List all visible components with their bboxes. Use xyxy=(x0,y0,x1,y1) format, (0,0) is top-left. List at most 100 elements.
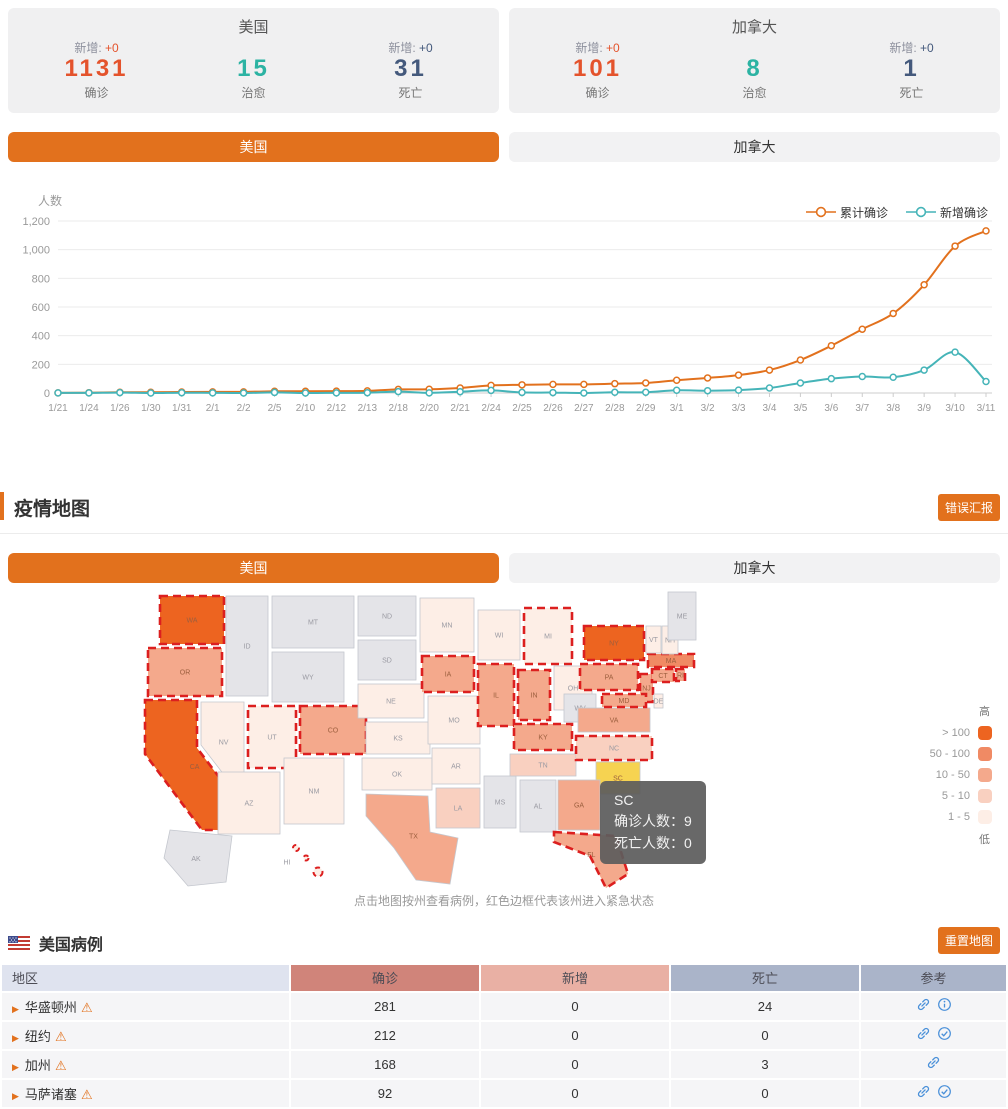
state-HI[interactable] xyxy=(292,843,300,852)
case-row-马萨诸塞[interactable]: ▶ 马萨诸塞 ⚠ 92 0 0 xyxy=(2,1079,1006,1107)
svg-text:3/5: 3/5 xyxy=(793,403,807,414)
legend-item-新增确诊[interactable]: 新增确诊 xyxy=(905,204,988,221)
cell-region[interactable]: ▶ 马萨诸塞 ⚠ xyxy=(2,1079,289,1107)
link-icon[interactable] xyxy=(916,1084,931,1099)
cell-region[interactable]: ▶ 纽约 ⚠ xyxy=(2,1021,289,1049)
legend-swatch xyxy=(978,767,992,782)
state-HI[interactable] xyxy=(312,866,324,878)
state-NC[interactable] xyxy=(574,734,654,762)
chart-tab-inactive[interactable]: 加拿大 xyxy=(509,131,1000,162)
svg-text:1/31: 1/31 xyxy=(172,403,192,414)
state-WA[interactable] xyxy=(158,594,226,646)
us-cases-table: 地区 确诊 新增 死亡 参考 ▶ 华盛顿州 ⚠ 281 0 24 ▶ 纽约 ⚠ 212 … xyxy=(0,963,1008,1109)
state-VA[interactable] xyxy=(577,707,651,733)
state-label-IL: IL xyxy=(493,692,499,699)
expand-arrow-icon[interactable]: ▶ xyxy=(12,1003,19,1014)
map-tab-inactive[interactable]: 加拿大 xyxy=(509,552,1000,583)
state-NY[interactable] xyxy=(582,624,646,662)
reset-map-button[interactable]: 重置地图 xyxy=(937,926,1000,954)
state-AR[interactable] xyxy=(431,747,481,785)
svg-text:2/27: 2/27 xyxy=(574,403,594,414)
state-CO[interactable] xyxy=(298,704,368,756)
chart-legend: 累计确诊 新增确诊 xyxy=(805,204,988,221)
state-MN[interactable] xyxy=(419,597,475,653)
state-NE[interactable] xyxy=(357,683,425,719)
map-section-title: 疫情地图 xyxy=(14,498,91,520)
cell-region[interactable]: ▶ 加州 ⚠ xyxy=(2,1050,289,1078)
case-row-华盛顿州[interactable]: ▶ 华盛顿州 ⚠ 281 0 24 xyxy=(2,992,1006,1020)
case-row-加州[interactable]: ▶ 加州 ⚠ 168 0 3 xyxy=(2,1050,1006,1078)
state-CA[interactable] xyxy=(143,698,240,832)
us-states-map[interactable]: WA OR CA NV ID MT WY UT CO AZ NM ND SD NE KS OK TX MN IA MO… xyxy=(60,590,700,890)
state-CT[interactable] xyxy=(650,667,676,684)
state-label-MN: MN xyxy=(442,622,453,629)
state-ME[interactable] xyxy=(667,591,697,641)
link-icon[interactable] xyxy=(916,997,931,1012)
expand-arrow-icon[interactable]: ▶ xyxy=(12,1032,19,1043)
check-icon[interactable] xyxy=(937,1026,952,1041)
link-icon[interactable] xyxy=(916,1026,931,1041)
state-MS[interactable] xyxy=(483,775,517,829)
cell-death: 3 xyxy=(671,1050,859,1078)
state-MA[interactable] xyxy=(646,652,696,669)
map-tab-active[interactable]: 美国 xyxy=(8,552,499,583)
state-PA[interactable] xyxy=(578,662,640,692)
state-LA[interactable] xyxy=(435,787,481,829)
state-label-NJ: NJ xyxy=(642,685,651,692)
state-label-DE: DE xyxy=(654,698,664,705)
state-MT[interactable] xyxy=(271,595,355,649)
state-IA[interactable] xyxy=(420,654,476,694)
state-OK[interactable] xyxy=(361,757,433,791)
metric-new-count: 新增: +0 xyxy=(74,41,119,55)
state-AK[interactable] xyxy=(163,829,233,887)
state-MI[interactable] xyxy=(522,606,574,666)
legend-label: 累计确诊 xyxy=(839,205,888,220)
state-AZ[interactable] xyxy=(217,771,281,835)
state-label-MA: MA xyxy=(666,658,677,665)
state-KY[interactable] xyxy=(512,722,574,752)
emergency-warning-icon: ⚠ xyxy=(54,1028,67,1044)
svg-text:2/5: 2/5 xyxy=(268,403,282,414)
state-IL[interactable] xyxy=(476,662,516,728)
legend-item-累计确诊[interactable]: 累计确诊 xyxy=(805,204,888,221)
info-icon[interactable] xyxy=(937,997,952,1012)
state-VT[interactable] xyxy=(645,625,662,654)
cell-region[interactable]: ▶ 华盛顿州 ⚠ xyxy=(2,992,289,1020)
expand-arrow-icon[interactable]: ▶ xyxy=(12,1090,19,1101)
legend-range-label: 50 - 100 xyxy=(929,747,970,760)
expand-arrow-icon[interactable]: ▶ xyxy=(12,1061,19,1072)
state-IN[interactable] xyxy=(516,668,552,722)
state-TN[interactable] xyxy=(509,753,577,777)
link-icon[interactable] xyxy=(926,1055,941,1070)
svg-text:2/1: 2/1 xyxy=(206,403,220,414)
cell-new: 0 xyxy=(481,1050,669,1078)
header-ref: 参考 xyxy=(861,964,1006,991)
trend-chart-canvas[interactable]: 0 200 400 600 800 1,000 1,200 1/21 1/24 1/26 1/30 1… xyxy=(8,209,1000,437)
state-label-MT: MT xyxy=(308,619,319,626)
state-WI[interactable] xyxy=(477,609,521,661)
state-NM[interactable] xyxy=(283,757,345,825)
state-RI[interactable] xyxy=(674,667,687,683)
chart-tab-active[interactable]: 美国 xyxy=(8,131,499,162)
state-ID[interactable] xyxy=(225,595,269,697)
state-GA[interactable] xyxy=(557,779,601,831)
state-DE[interactable] xyxy=(653,693,664,709)
check-icon[interactable] xyxy=(937,1084,952,1099)
cell-new: 0 xyxy=(481,1021,669,1049)
state-WY[interactable] xyxy=(271,651,345,703)
state-OR[interactable] xyxy=(146,646,224,698)
state-label-OK: OK xyxy=(392,771,402,778)
state-label-AK: AK xyxy=(191,856,201,863)
us-flag-icon xyxy=(8,935,30,950)
state-HI[interactable] xyxy=(302,854,310,862)
cell-death: 0 xyxy=(671,1021,859,1049)
error-report-button[interactable]: 错误汇报 xyxy=(937,493,1000,521)
metric-value: 15 xyxy=(237,55,270,82)
state-TX[interactable] xyxy=(365,793,459,885)
state-MD[interactable] xyxy=(600,692,648,709)
state-AL[interactable] xyxy=(519,779,557,833)
case-row-纽约[interactable]: ▶ 纽约 ⚠ 212 0 0 xyxy=(2,1021,1006,1049)
state-ND[interactable] xyxy=(357,595,417,637)
emergency-warning-icon: ⚠ xyxy=(80,1086,93,1102)
state-SD[interactable] xyxy=(357,639,417,681)
